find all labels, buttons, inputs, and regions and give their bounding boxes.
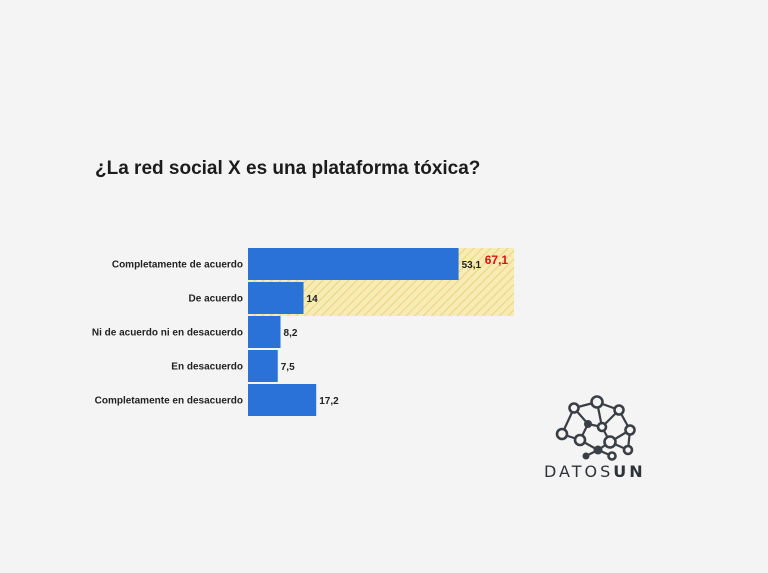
category-label: De acuerdo	[189, 294, 243, 305]
category-label: Ni de acuerdo ni en desacuerdo	[92, 328, 243, 339]
datosun-logo-icon	[555, 395, 636, 461]
value-label: 17,2	[319, 396, 339, 407]
value-label: 14	[307, 294, 319, 305]
bar	[248, 282, 304, 314]
category-label: En desacuerdo	[171, 362, 243, 373]
bar	[248, 350, 278, 382]
bar	[248, 316, 281, 348]
bar	[248, 384, 317, 416]
value-label: 8,2	[284, 328, 298, 339]
wordmark-light: DATOS	[544, 462, 614, 481]
value-label: 53,1	[462, 260, 482, 271]
value-label: 7,5	[281, 362, 295, 373]
category-label: Completamente de acuerdo	[112, 260, 243, 271]
datosun-wordmark: DATOSUN	[544, 462, 646, 481]
category-label: Completamente en desacuerdo	[95, 396, 243, 407]
highlight-sum-label: 67,1	[485, 253, 509, 267]
chart-title: ¿La red social X es una plataforma tóxic…	[95, 158, 481, 179]
bar	[248, 248, 459, 280]
wordmark-bold: UN	[613, 462, 646, 481]
